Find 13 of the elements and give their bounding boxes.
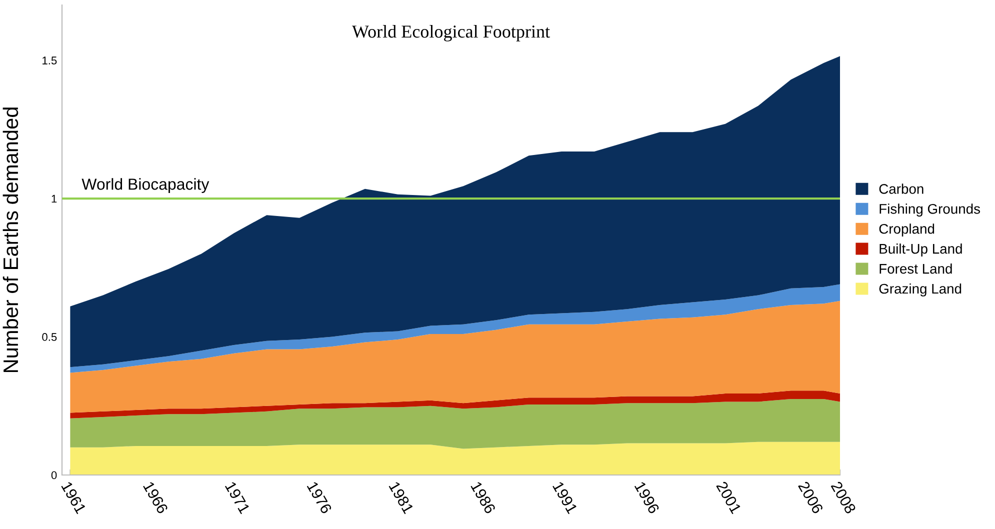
legend-label: Grazing Land [879,283,962,296]
y-tick-label: 1 [52,194,57,203]
y-tick-label: 0 [51,471,57,480]
legend-label: Forest Land [880,264,952,274]
legend-label: Cropland [879,224,934,237]
legend-label: Built-Up Land [880,244,962,256]
legend-label: Fishing Grounds [880,204,980,217]
y-tick-label: 1.5 [42,56,57,64]
text: World Ecological Footprint [352,24,550,42]
y-axis-title: Number of Earths demanded [2,108,18,372]
y-tick-label: 0.5 [42,333,57,341]
legend-label: Carbon [879,184,924,194]
ref-line-label: World Biocapacity [82,178,210,193]
